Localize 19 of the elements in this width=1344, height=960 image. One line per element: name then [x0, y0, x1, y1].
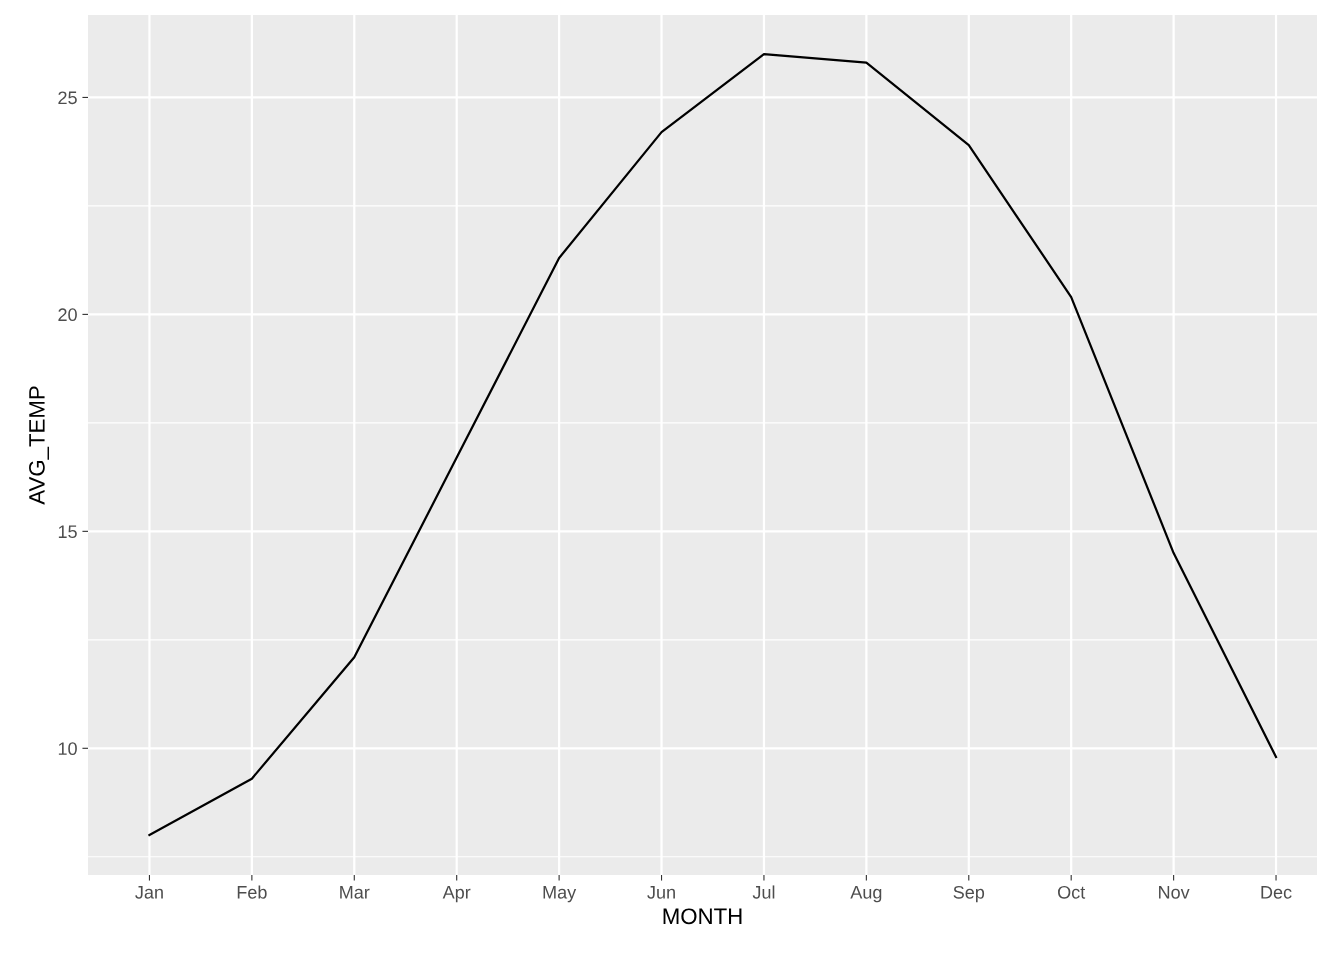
- x-tick-label: May: [543, 886, 577, 903]
- x-tick-label: Aug: [850, 886, 882, 903]
- x-tick-label: Apr: [442, 886, 471, 903]
- y-tick-label: 10: [58, 742, 77, 756]
- x-tick-label: Mar: [340, 886, 370, 899]
- x-tick-label: Oct: [1058, 885, 1086, 899]
- y-tick-label: 15: [58, 525, 77, 539]
- y-tick-label: 20: [58, 308, 77, 322]
- x-axis-title: MONTH: [663, 908, 742, 925]
- x-tick-label: Sep: [953, 885, 985, 903]
- y-tick-label: 25: [58, 91, 77, 105]
- x-tick-label: Nov: [1159, 886, 1190, 899]
- x-tick-label: Jun: [647, 886, 675, 899]
- x-tick-label: Feb: [237, 885, 267, 899]
- x-tick-label: Jul: [752, 885, 775, 899]
- x-tick-label: Dec: [1261, 886, 1292, 899]
- x-tick-label: Jan: [135, 886, 163, 899]
- line-series: [148, 52, 1278, 837]
- y-axis-title: AVG_TEMP: [29, 386, 49, 505]
